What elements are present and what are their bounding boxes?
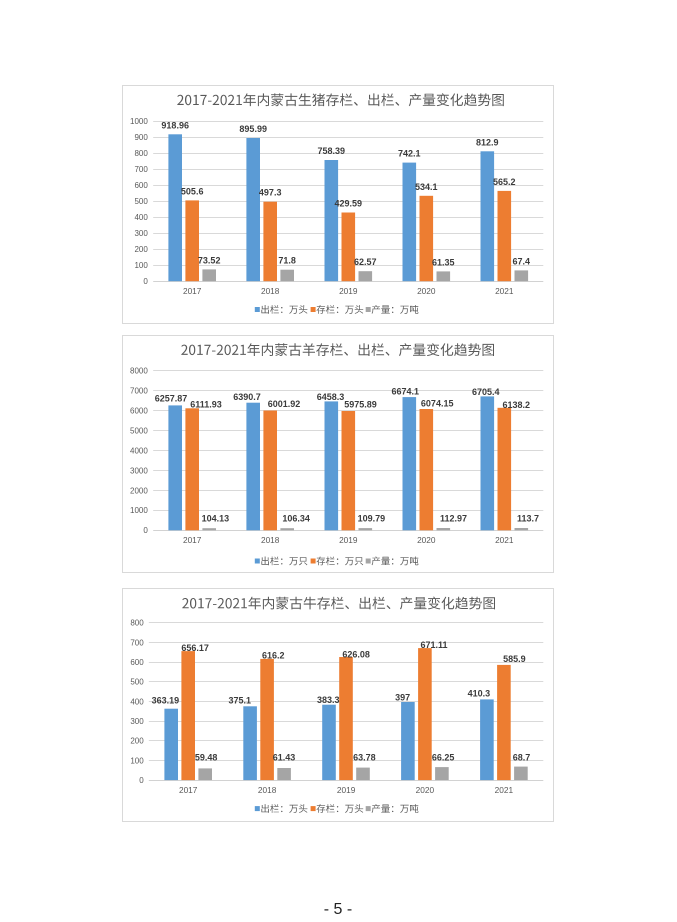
svg-text:2019: 2019 [339,535,358,545]
svg-text:410.3: 410.3 [468,688,491,698]
svg-text:6074.15: 6074.15 [421,399,454,409]
svg-text:300: 300 [130,717,144,726]
svg-text:104.13: 104.13 [202,513,230,523]
svg-text:742.1: 742.1 [398,149,421,159]
svg-text:100: 100 [134,261,148,270]
svg-text:6390.7: 6390.7 [233,392,261,402]
svg-text:6458.3: 6458.3 [317,392,345,402]
svg-text:534.1: 534.1 [415,182,438,192]
svg-text:383.3: 383.3 [317,695,340,705]
svg-text:106.34: 106.34 [282,513,310,523]
svg-text:2018: 2018 [258,785,277,795]
svg-text:67.4: 67.4 [513,256,531,266]
svg-text:4000: 4000 [130,446,148,455]
svg-text:0: 0 [143,526,148,535]
svg-text:800: 800 [134,149,148,158]
svg-text:616.2: 616.2 [262,651,285,661]
svg-text:300: 300 [134,229,148,238]
svg-text:585.9: 585.9 [503,654,526,664]
svg-text:2018: 2018 [261,535,280,545]
svg-text:656.17: 656.17 [181,643,209,653]
svg-text:5975.89: 5975.89 [344,400,377,410]
svg-text:- 5 -: - 5 - [324,901,352,918]
svg-text:0: 0 [139,776,144,785]
svg-text:73.52: 73.52 [198,255,221,265]
svg-text:6705.4: 6705.4 [472,387,500,397]
svg-text:2020: 2020 [417,286,436,296]
svg-text:700: 700 [130,638,144,647]
svg-text:2020: 2020 [417,535,436,545]
svg-text:2000: 2000 [130,486,148,495]
svg-text:61.43: 61.43 [273,752,296,762]
svg-text:600: 600 [134,181,148,190]
svg-text:895.99: 895.99 [239,124,267,134]
svg-text:2019: 2019 [337,785,356,795]
svg-text:1000: 1000 [130,117,148,126]
svg-text:400: 400 [130,697,144,706]
svg-text:66.25: 66.25 [432,752,455,762]
svg-text:112.97: 112.97 [440,513,467,523]
svg-text:758.39: 758.39 [318,146,346,156]
svg-text:671.11: 671.11 [420,640,447,650]
svg-text:63.78: 63.78 [353,752,376,762]
svg-text:500: 500 [134,197,148,206]
svg-text:363.19: 363.19 [152,695,180,705]
svg-text:497.3: 497.3 [259,188,282,198]
svg-text:626.08: 626.08 [342,650,370,660]
svg-text:6138.2: 6138.2 [503,400,531,410]
svg-text:6257.87: 6257.87 [155,393,188,403]
svg-text:500: 500 [130,678,144,687]
svg-text:68.7: 68.7 [513,752,531,762]
svg-text:200: 200 [134,245,148,254]
svg-text:565.2: 565.2 [493,177,516,187]
svg-text:505.6: 505.6 [181,186,204,196]
svg-text:2019: 2019 [339,286,358,296]
svg-text:700: 700 [134,165,148,174]
svg-text:397: 397 [395,693,410,703]
svg-text:113.7: 113.7 [517,513,539,523]
svg-text:0: 0 [143,277,148,286]
svg-text:2021: 2021 [495,785,514,795]
svg-text:400: 400 [134,213,148,222]
svg-text:61.35: 61.35 [432,257,455,267]
svg-text:6001.92: 6001.92 [268,399,301,409]
svg-text:600: 600 [130,658,144,667]
svg-text:62.57: 62.57 [354,257,377,267]
svg-text:1000: 1000 [130,506,148,515]
svg-text:900: 900 [134,133,148,142]
svg-text:200: 200 [130,737,144,746]
svg-text:2017: 2017 [179,785,198,795]
svg-text:71.8: 71.8 [278,256,296,266]
svg-text:429.59: 429.59 [335,199,363,209]
svg-text:375.1: 375.1 [229,695,252,705]
svg-text:2021: 2021 [495,535,514,545]
svg-text:918.96: 918.96 [161,120,189,130]
svg-text:5000: 5000 [130,426,148,435]
svg-text:8000: 8000 [130,367,148,376]
svg-text:800: 800 [130,619,144,628]
svg-text:2017: 2017 [183,286,202,296]
svg-text:2021: 2021 [495,286,514,296]
svg-text:6111.93: 6111.93 [190,399,222,409]
svg-text:2018: 2018 [261,286,280,296]
svg-text:100: 100 [130,756,144,765]
svg-text:59.48: 59.48 [195,752,218,762]
svg-text:6000: 6000 [130,406,148,415]
svg-text:2017: 2017 [183,535,202,545]
svg-text:6674.1: 6674.1 [392,386,420,396]
svg-text:109.79: 109.79 [358,513,386,523]
svg-text:812.9: 812.9 [476,137,499,147]
svg-text:7000: 7000 [130,387,148,396]
svg-text:3000: 3000 [130,466,148,475]
svg-text:2020: 2020 [416,785,435,795]
